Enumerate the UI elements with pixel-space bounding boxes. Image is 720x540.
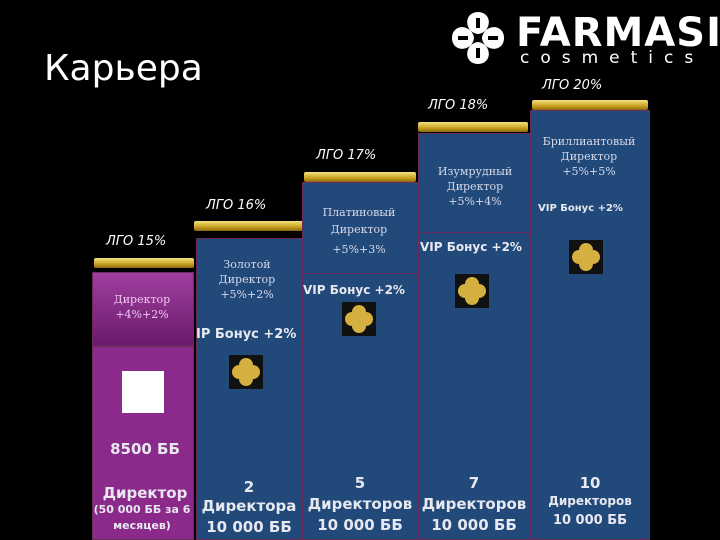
- level-4-vip-bonus: VIP Бонус +2%: [420, 240, 522, 254]
- level-4-rank-box: [418, 133, 530, 233]
- level-5-lgo: ЛГО 20%: [542, 78, 603, 93]
- level-5-vip-bonus: VIP Бонус +2%: [538, 203, 623, 214]
- level-1-rank-box: [92, 272, 194, 346]
- level-3-gold-bar: [304, 172, 416, 182]
- level-4-count: 7: [468, 474, 480, 492]
- level-4-rank: Изумрудный Директор +5%+4%: [437, 165, 513, 208]
- level-3-count: 5: [354, 474, 366, 492]
- level-4-lgo: ЛГО 18%: [428, 98, 489, 113]
- farmasi-logo: FARMASI cosmetics: [446, 6, 720, 74]
- level-5-rank: Бриллиантовый Директор +5%+5%: [542, 135, 636, 178]
- level-1-lgo: ЛГО 15%: [106, 234, 167, 249]
- level-1-req-title: Директор: [102, 484, 188, 502]
- level-3-lgo: ЛГО 17%: [316, 148, 377, 163]
- level-2-req-bb: 10 000 ББ: [206, 518, 292, 536]
- logo-wordmark: FARMASI: [516, 10, 720, 56]
- logo-subtitle: cosmetics: [520, 48, 705, 68]
- level-4-clover-icon: [455, 274, 489, 308]
- level-3-rank-line3: +5%+3%: [332, 243, 386, 256]
- level-4-req-bb: 10 000 ББ: [431, 516, 517, 534]
- level-1-rank: Директор +4%+2%: [113, 293, 171, 321]
- level-3-req-title: Директоров: [307, 495, 413, 513]
- level-5-count: 10: [579, 474, 601, 492]
- level-5-gold-bar: [532, 100, 648, 110]
- farmasi-clover-icon: [452, 12, 504, 64]
- level-2-column: [196, 238, 302, 540]
- level-3-clover-icon: [342, 302, 376, 336]
- level-1-gold-bar: [94, 258, 194, 268]
- level-2-lgo: ЛГО 16%: [206, 198, 267, 213]
- level-2-req-title: Директора: [201, 497, 297, 515]
- level-2-clover-icon: [229, 355, 263, 389]
- slide-title: Карьера: [44, 48, 203, 89]
- level-3-rank-line1: Платиновый: [322, 206, 396, 219]
- level-2-rank: Золотой Директор +5%+2%: [218, 258, 276, 301]
- level-3-req-bb: 10 000 ББ: [317, 516, 403, 534]
- level-4-req-title: Директоров: [421, 495, 527, 513]
- level-4-gold-bar: [418, 122, 528, 132]
- level-1-req-detail: (50 000 ББ за 6 месяцев): [93, 503, 191, 532]
- level-5-req-title: Директоров: [548, 494, 632, 508]
- level-2-gold-bar: [194, 221, 304, 231]
- level-2-count: 2: [243, 478, 255, 496]
- level-5-column: [530, 110, 650, 540]
- level-5-clover-icon: [569, 240, 603, 274]
- level-3-rank-box: [302, 182, 418, 274]
- level-2-vip-bonus: IP Бонус +2%: [196, 327, 297, 342]
- level-3-rank-line2: Директор: [330, 223, 388, 236]
- level-1-badge-image: [122, 371, 164, 413]
- level-3-vip-bonus: VIP Бонус +2%: [303, 283, 405, 297]
- level-1-bb: 8500 ББ: [110, 440, 180, 458]
- level-5-req-bb: 10 000 ББ: [552, 513, 628, 528]
